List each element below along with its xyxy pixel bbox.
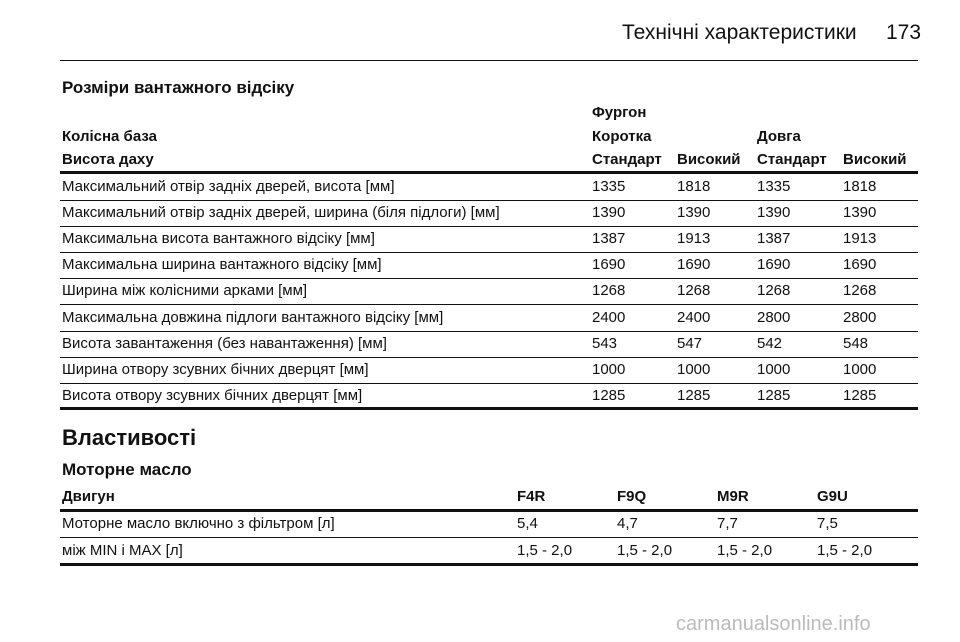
row-label: Моторне масло включно з фільтром [л] [62, 515, 335, 532]
cell: 1000 [677, 360, 711, 378]
column-header: Двигун [62, 488, 115, 505]
row-label: Максимальний отвір задніх дверей, ширина… [62, 204, 500, 222]
rule [60, 382, 918, 384]
cell: 547 [677, 334, 703, 352]
cell: 1390 [677, 204, 711, 222]
cell: 2400 [677, 308, 711, 326]
row-label: Ширина отвору зсувних бічних дверцят [мм… [62, 360, 369, 378]
row-label: Висота отвору зсувних бічних дверцят [мм… [62, 386, 363, 404]
cell: 1285 [677, 386, 711, 404]
column-header: Високий [677, 151, 741, 168]
page-number: 173 [886, 21, 922, 44]
cell: 1690 [592, 256, 626, 274]
cell: 1818 [843, 178, 877, 195]
section-title: Розміри вантажного відсіку [62, 78, 295, 97]
column-header: F9Q [617, 488, 647, 505]
row-label: Максимальна довжина підлоги вантажного в… [62, 308, 444, 326]
rule [60, 171, 918, 174]
row-label: Ширина між колісними арками [мм] [62, 282, 308, 300]
watermark: carmanualsonline.info [676, 613, 871, 635]
rule [60, 278, 918, 280]
column-header: Стандарт [592, 151, 662, 168]
cell: 1,5 - 2,0 [617, 542, 673, 559]
cell: 1818 [677, 178, 711, 195]
row-header-label: Висота даху [62, 151, 154, 168]
cell: 542 [757, 334, 783, 352]
rule [60, 356, 918, 358]
cell: 1335 [592, 178, 626, 195]
cell: 1913 [843, 230, 877, 248]
cell: 1268 [757, 282, 791, 300]
header-title: Технічні характеристики [622, 21, 857, 44]
rule [60, 252, 918, 254]
rule [60, 563, 918, 566]
cell: 1690 [757, 256, 791, 274]
cell: 1390 [843, 204, 877, 222]
cell: 1268 [677, 282, 711, 300]
cell: 2400 [592, 308, 626, 326]
cell: 1387 [592, 230, 626, 248]
column-header: Високий [843, 151, 907, 168]
rule [60, 509, 918, 512]
column-group: Фургон [592, 104, 647, 121]
cell: 1285 [843, 386, 877, 404]
rule [60, 537, 918, 538]
column-header: Коротка [592, 128, 652, 145]
row-label: Максимальна ширина вантажного відсіку [м… [62, 256, 382, 274]
rule [60, 226, 918, 228]
cell: 5,4 [517, 515, 538, 532]
cell: 1285 [757, 386, 791, 404]
column-header: M9R [717, 488, 749, 505]
rule [60, 304, 918, 306]
cell: 7,5 [817, 515, 838, 532]
cell: 1000 [757, 360, 791, 378]
column-header: F4R [517, 488, 546, 505]
rule [60, 330, 918, 332]
cell: 2800 [843, 308, 877, 326]
cell: 1335 [757, 178, 791, 195]
column-header: G9U [817, 488, 848, 505]
cell: 1390 [757, 204, 791, 222]
column-header: Стандарт [757, 151, 827, 168]
cell: 4,7 [617, 515, 638, 532]
cell: 1,5 - 2,0 [817, 542, 873, 559]
cell: 1690 [843, 256, 877, 274]
row-label: Максимальний отвір задніх дверей, висота… [62, 178, 395, 195]
cell: 548 [843, 334, 869, 352]
cell: 1268 [843, 282, 877, 300]
cell: 2800 [757, 308, 791, 326]
cell: 1000 [843, 360, 877, 378]
row-header-label: Колісна база [62, 128, 157, 145]
cell: 1,5 - 2,0 [717, 542, 773, 559]
column-header: Довга [757, 128, 801, 145]
cell: 1000 [592, 360, 626, 378]
cell: 1387 [757, 230, 791, 248]
cell: 7,7 [717, 515, 738, 532]
rule [60, 407, 918, 410]
row-label: Висота завантаження (без навантаження) [… [62, 334, 387, 352]
cell: 1390 [592, 204, 626, 222]
row-label: між MIN і MAX [л] [62, 542, 183, 559]
cell: 1,5 - 2,0 [517, 542, 573, 559]
row-label: Максимальна висота вантажного відсіку [м… [62, 230, 375, 248]
section-title: Властивості [62, 425, 197, 450]
cell: 1913 [677, 230, 711, 248]
cell: 1268 [592, 282, 626, 300]
cell: 1285 [592, 386, 626, 404]
cell: 543 [592, 334, 618, 352]
header-rule [60, 60, 918, 61]
cell: 1690 [677, 256, 711, 274]
rule [60, 200, 918, 201]
subsection-title: Моторне масло [62, 460, 192, 479]
